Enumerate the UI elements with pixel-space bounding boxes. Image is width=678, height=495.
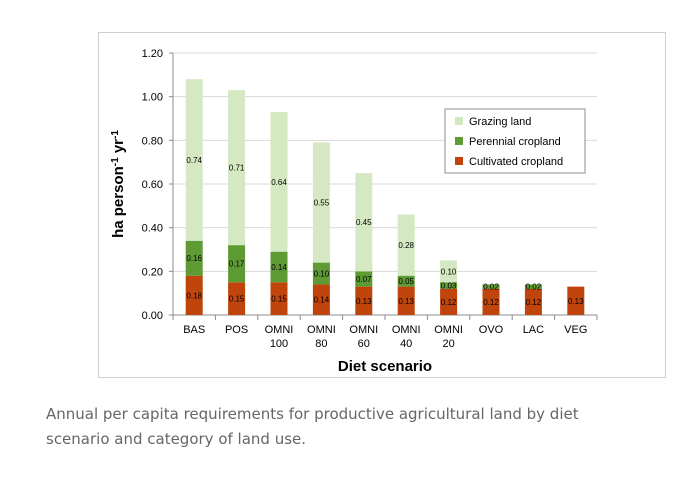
x-tick-label: OMNI <box>349 324 378 336</box>
bar-segment <box>228 245 246 283</box>
bar-segment <box>440 260 458 283</box>
data-label: 0.15 <box>229 295 245 304</box>
data-label: 0.02 <box>483 283 499 292</box>
data-label: 0.71 <box>229 164 245 173</box>
bar-segment <box>312 284 330 315</box>
data-label: 0.10 <box>314 270 330 279</box>
data-label: 0.03 <box>441 282 457 291</box>
stacked-bar-chart: 0.00 0.20 0.40 0.60 0.80 1.00 1.20 0.18 0.16 0.74… <box>110 48 598 375</box>
chart-frame: 0.00 0.20 0.40 0.60 0.80 1.00 1.20 0.18 0.16 0.74… <box>98 32 666 378</box>
bar-segment <box>440 282 458 289</box>
x-tick-label: LAC <box>523 324 544 336</box>
y-tick-label: 0.40 <box>142 223 163 235</box>
legend-label: Grazing land <box>469 116 531 128</box>
bar-segment <box>440 288 458 315</box>
legend-label: Perennial cropland <box>469 136 561 148</box>
x-tick-label: 40 <box>400 338 412 350</box>
bar-segment <box>482 288 500 315</box>
bar-segment <box>228 282 246 315</box>
y-axis-title-superscript: -1 <box>110 130 121 139</box>
bar-segment <box>524 288 542 315</box>
legend-swatch <box>455 137 463 145</box>
data-label: 0.45 <box>356 218 372 227</box>
bar-segment <box>312 142 330 263</box>
bar-segment <box>524 284 542 289</box>
data-label: 0.12 <box>483 298 499 307</box>
y-tick-label: 0.80 <box>142 135 163 147</box>
x-tick-label: 60 <box>358 338 370 350</box>
y-tick-label: 1.00 <box>142 92 163 104</box>
x-tick-label: OMNI <box>392 324 421 336</box>
bar-segment <box>355 286 373 315</box>
figure-caption: Annual per capita requirements for produ… <box>46 405 579 448</box>
data-label: 0.05 <box>398 277 414 286</box>
data-label: 0.64 <box>271 178 287 187</box>
data-label: 0.74 <box>186 156 202 165</box>
data-label: 0.13 <box>356 297 372 306</box>
y-tick-label: 0.00 <box>142 310 163 322</box>
bar-segment <box>185 275 203 315</box>
bar-segment <box>185 79 203 241</box>
bar-segment <box>270 251 288 283</box>
x-tick-label: OMNI <box>434 324 463 336</box>
data-label: 0.18 <box>186 291 202 300</box>
legend-swatch <box>455 117 463 125</box>
bar-segment <box>270 282 288 315</box>
x-tick-label: POS <box>225 324 248 336</box>
data-label: 0.14 <box>271 263 287 272</box>
bar-segment <box>355 173 373 272</box>
bar-segment <box>567 286 585 315</box>
data-label: 0.12 <box>526 298 542 307</box>
data-label: 0.07 <box>356 275 372 284</box>
legend-label: Cultivated cropland <box>469 156 563 168</box>
data-label: 0.16 <box>186 254 202 263</box>
data-label: 0.28 <box>398 241 414 250</box>
y-tick-label: 1.20 <box>142 48 163 60</box>
data-label: 0.12 <box>441 298 457 307</box>
bar-segment <box>397 286 415 315</box>
x-axis-title: Diet scenario <box>338 358 432 375</box>
data-label: 0.55 <box>314 199 330 208</box>
x-tick-label: 80 <box>315 338 327 350</box>
data-label: 0.15 <box>271 295 287 304</box>
y-axis-title: ha person-1 yr-1 <box>110 130 128 238</box>
data-label: 0.13 <box>568 297 584 306</box>
y-tick-label: 0.60 <box>142 179 163 191</box>
y-tick-label: 0.20 <box>142 266 163 278</box>
x-tick-label: VEG <box>564 324 587 336</box>
bar-segment <box>228 90 246 246</box>
bar-segment <box>482 284 500 289</box>
legend-box <box>444 108 586 174</box>
bar-segment <box>397 275 415 287</box>
bar-segment <box>185 240 203 276</box>
bar-segment <box>312 262 330 285</box>
y-axis-title-text: yr <box>110 139 127 158</box>
data-label: 0.14 <box>314 296 330 305</box>
data-label: 0.17 <box>229 260 245 269</box>
x-tick-label: OMNI <box>265 324 294 336</box>
x-tick-label: 20 <box>442 338 454 350</box>
data-label: 0.10 <box>441 267 457 276</box>
bar-segment <box>397 214 415 276</box>
legend-swatch <box>455 157 463 165</box>
bar-segment <box>270 111 288 252</box>
x-tick-label: OMNI <box>307 324 336 336</box>
data-label: 0.02 <box>526 283 542 292</box>
y-axis-title-superscript: -1 <box>110 157 121 166</box>
y-axis-title-text: ha person <box>110 166 127 238</box>
data-label: 0.13 <box>398 297 414 306</box>
x-tick-label: 100 <box>270 338 288 350</box>
x-tick-label: BAS <box>183 324 205 336</box>
bar-segment <box>355 271 373 287</box>
x-tick-label: OVO <box>479 324 504 336</box>
